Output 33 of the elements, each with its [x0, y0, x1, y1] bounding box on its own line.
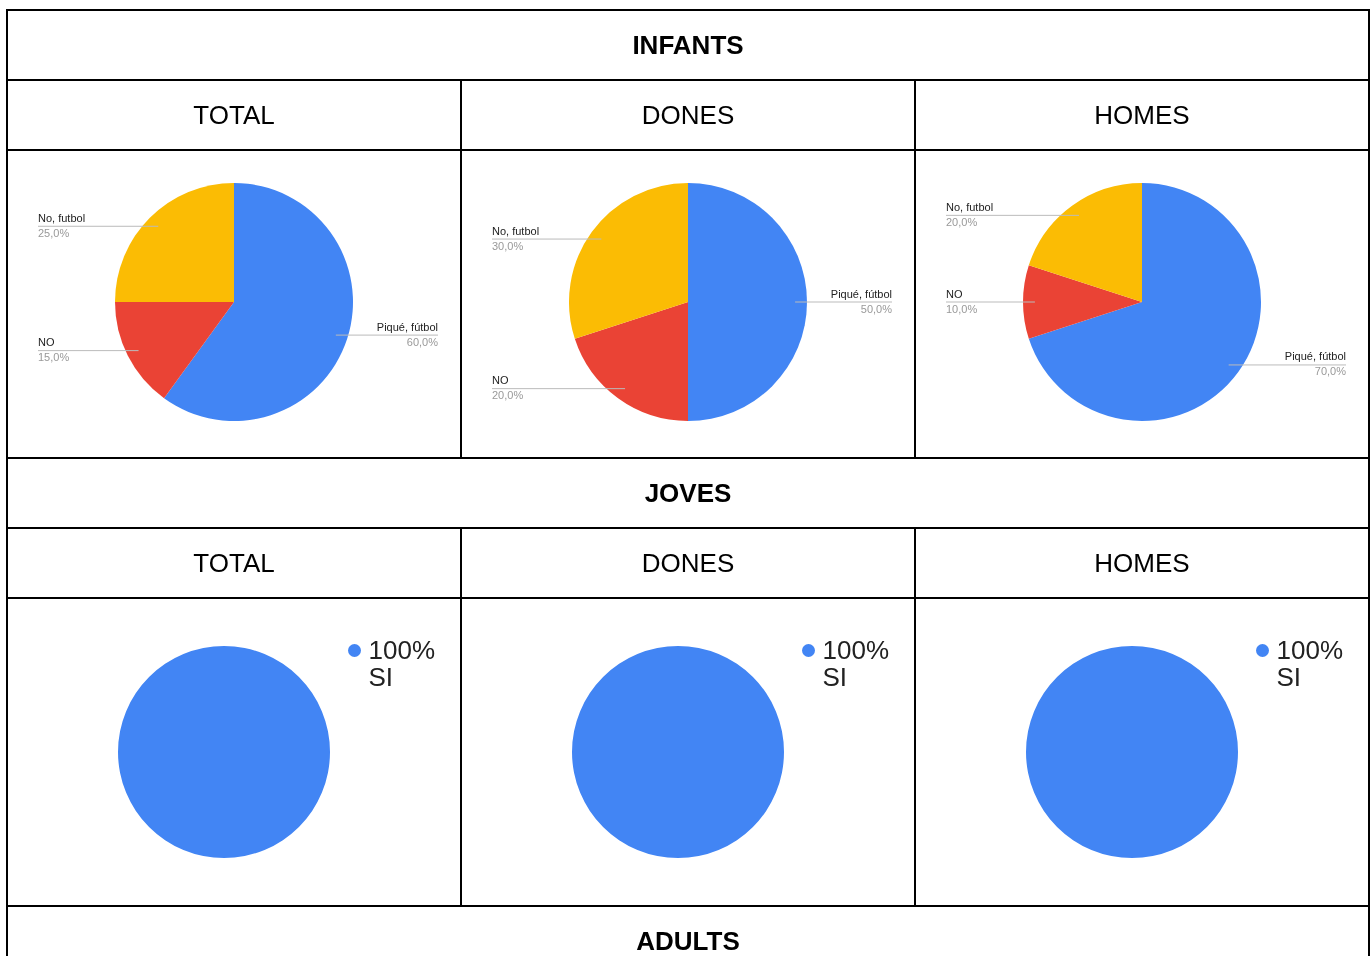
- slice-label: NO: [492, 374, 509, 387]
- text: JOVES: [8, 459, 1368, 529]
- chart-title: DONES: [462, 81, 914, 151]
- chart-title: DONES: [462, 529, 914, 599]
- data-label: 50,0%: [860, 302, 893, 315]
- data-label: 30,0%: [492, 239, 524, 252]
- text: INFANTS: [8, 11, 1368, 81]
- chart-title: HOMES: [916, 81, 1368, 151]
- slice-label: Piqué, fútbol: [1284, 350, 1346, 363]
- chart-title: HOMES: [916, 529, 1368, 599]
- data-label: 100%: [1276, 635, 1343, 665]
- chart-title: TOTAL: [8, 529, 460, 599]
- data-label: 20,0%: [946, 215, 978, 228]
- data-label: 60,0%: [406, 335, 439, 348]
- legend-label: SI: [822, 662, 849, 692]
- data-label: 20,0%: [492, 389, 524, 402]
- legend-label: SI: [1276, 662, 1303, 692]
- slice-label: Piqué, fútbol: [376, 320, 438, 333]
- legend-label: SI: [368, 662, 395, 692]
- slice-label: NO: [38, 336, 55, 349]
- slice-label: No, futbol: [492, 224, 540, 237]
- text: ADULTS: [8, 907, 1368, 956]
- data-label: 15,0%: [38, 351, 70, 364]
- chart-title: TOTAL: [8, 81, 460, 151]
- data-label: 100%: [368, 635, 435, 665]
- slice-label: No, futbol: [38, 211, 86, 224]
- slice-label: No, futbol: [946, 200, 994, 213]
- data-label: 25,0%: [38, 226, 70, 239]
- data-label: 100%: [822, 635, 889, 665]
- slice-label: NO: [946, 287, 963, 300]
- slice-label: Piqué, fútbol: [830, 287, 892, 300]
- data-label: 70,0%: [1314, 365, 1347, 378]
- data-label: 10,0%: [946, 302, 978, 315]
